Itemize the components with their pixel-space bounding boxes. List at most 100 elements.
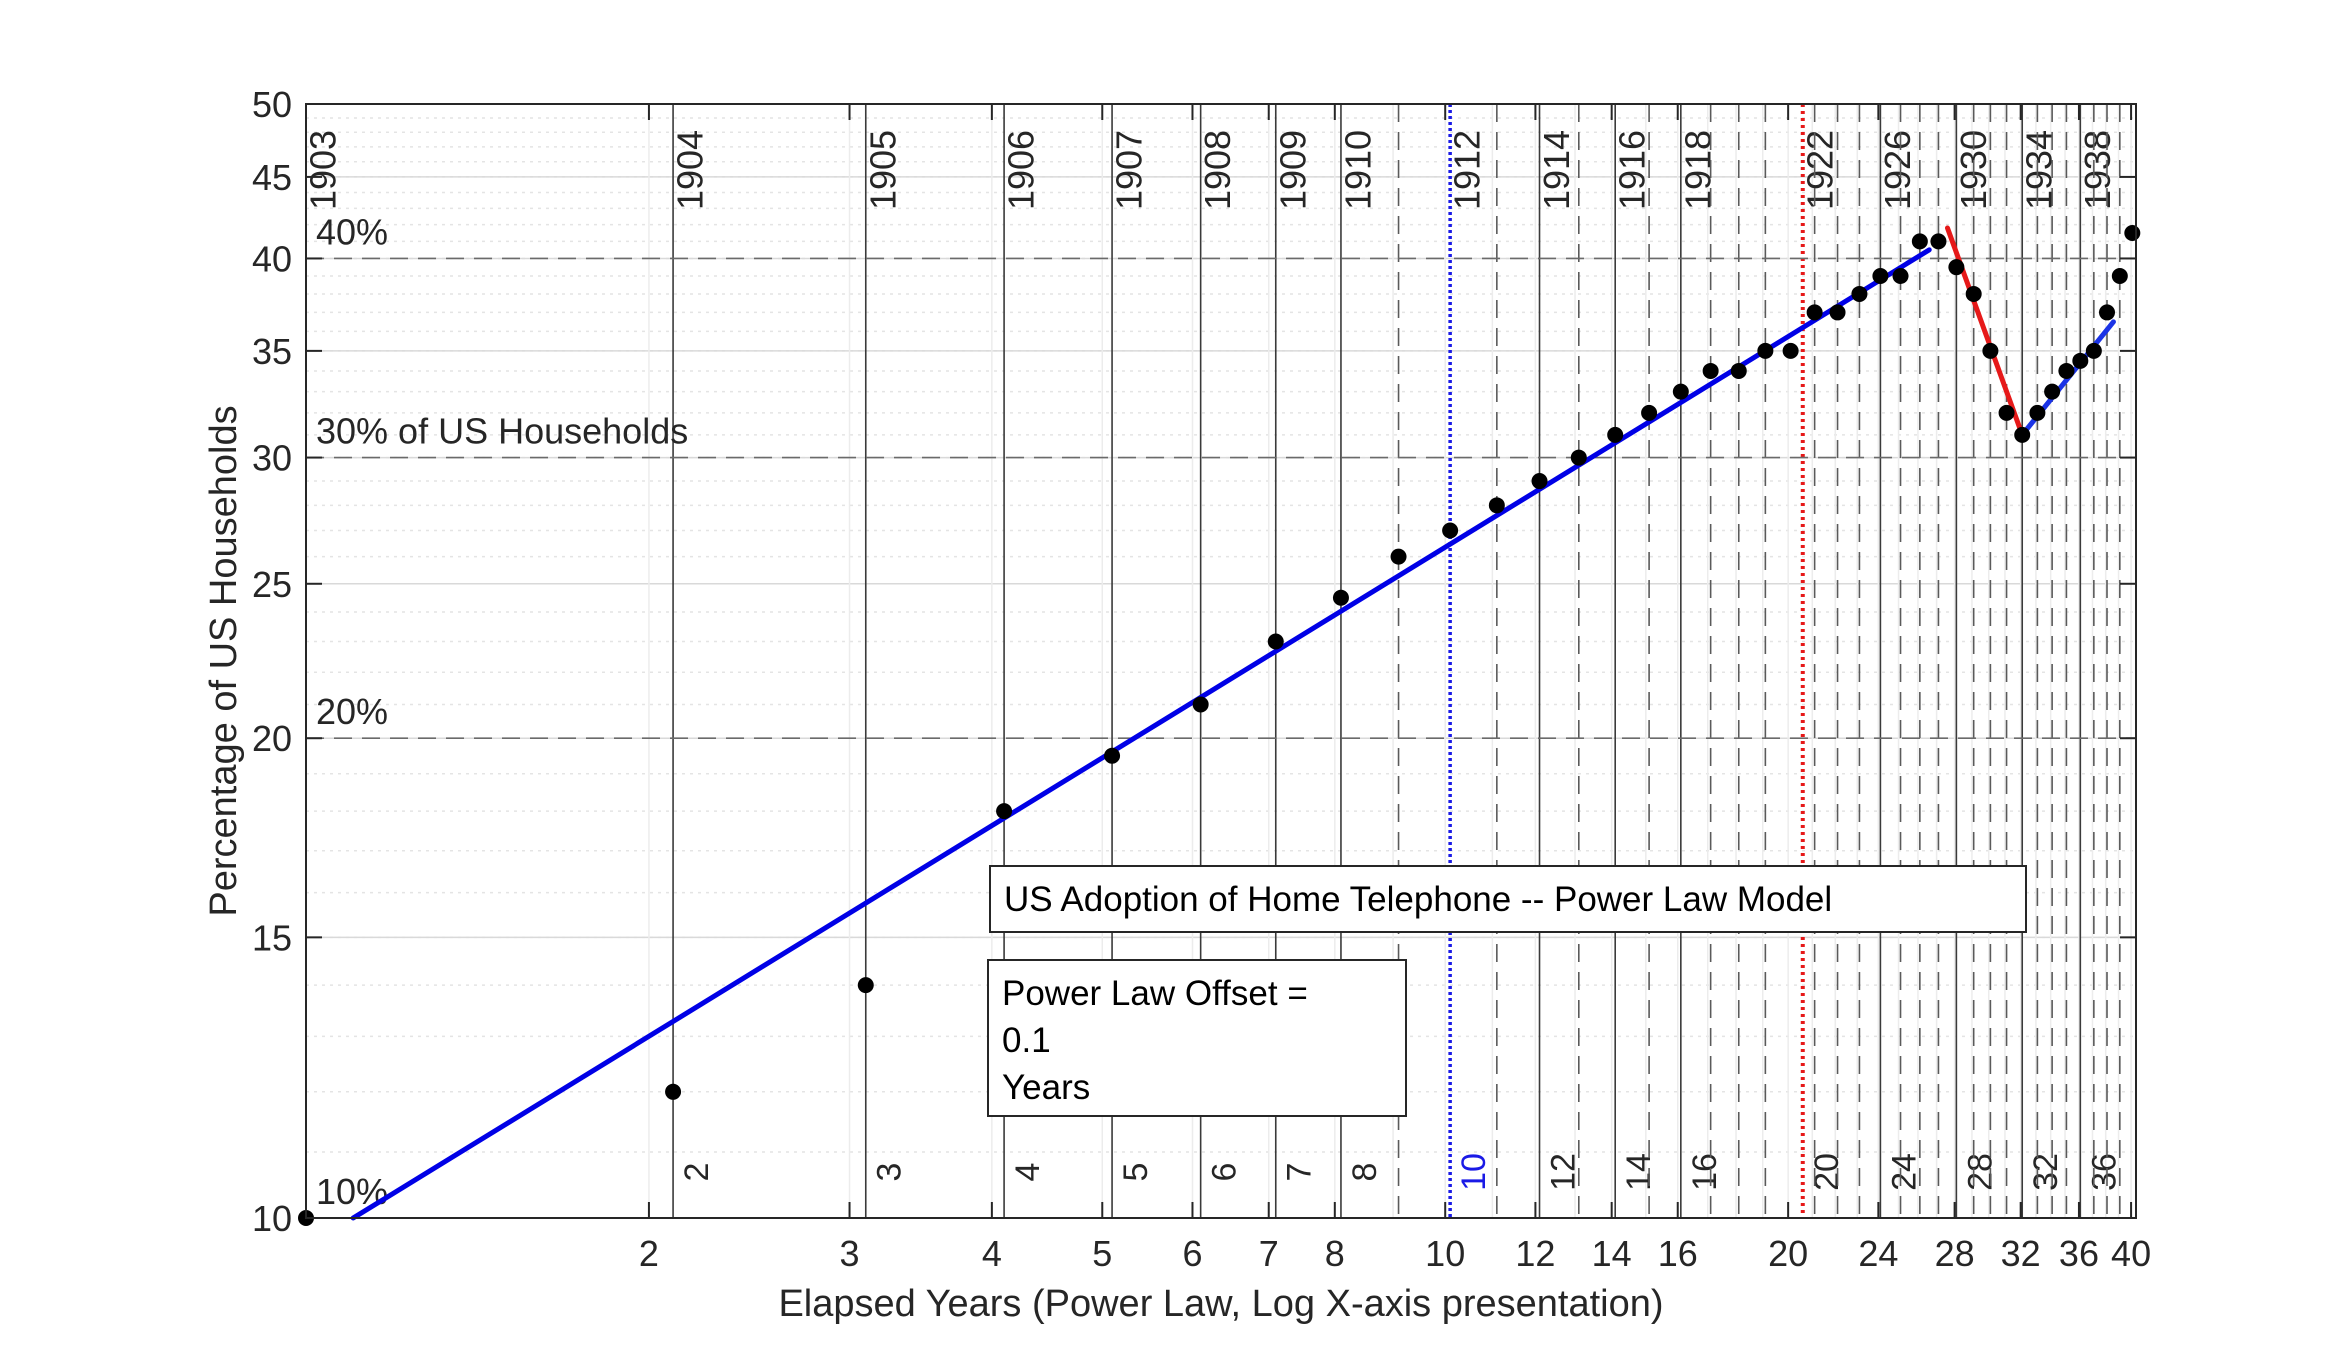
x-tick-label: 32 [2001,1233,2041,1274]
elapsed-year-label: 4 [1009,1163,1047,1182]
elapsed-year-label: 28 [1961,1153,1999,1191]
year-label: 1916 [1612,130,1653,210]
data-point [1607,426,1624,443]
year-label: 1914 [1536,130,1577,210]
year-label: 1903 [303,130,344,210]
x-tick-label: 12 [1515,1233,1555,1274]
offset-line-2: 0.1 [1002,1021,1051,1060]
x-tick-label: 7 [1259,1233,1279,1274]
data-point [1672,383,1689,400]
elapsed-year-label: 32 [2027,1153,2065,1191]
data-point [2111,267,2128,284]
year-label: 1906 [1001,130,1042,210]
y-axis-label: Percentage of US Households [203,405,245,916]
y-tick-label: 45 [252,157,292,198]
axis-ticks: 2 3 4 5 6 7 8 10 12 14 16 20 24 28 32 36 401015202530354… [252,84,2151,1274]
year-label: 1912 [1447,130,1488,210]
offset-line-1: Power Law Offset = [1002,974,1308,1013]
data-point [1851,285,1868,302]
data-point [1757,342,1774,359]
year-lines: 1903 1904 2 1905 3 1906 4 1907 5 1908 6 1909 7 1910 8 1… [303,104,2123,1218]
year-label: 1905 [862,130,903,210]
elapsed-year-label: 24 [1885,1153,1923,1191]
x-tick-label: 36 [2059,1233,2099,1274]
elapsed-year-label: 8 [1346,1163,1384,1182]
reference-label: 30% of US Households [316,411,688,452]
data-point [1730,362,1747,379]
y-tick-label: 30 [252,438,292,479]
data-point [1948,259,1965,276]
data-point [2072,352,2089,369]
data-point [1442,522,1459,539]
data-point [1641,404,1658,421]
year-label: 1910 [1337,130,1378,210]
year-label: 1934 [2019,130,2060,210]
data-point [2044,383,2061,400]
data-point [1570,449,1587,466]
data-point [1911,233,1928,250]
year-label: 1918 [1677,130,1718,210]
y-tick-label: 25 [252,564,292,605]
data-point [1930,233,1947,250]
x-tick-label: 16 [1658,1233,1698,1274]
reference-label: 20% [316,691,388,732]
year-label: 1909 [1272,130,1313,210]
data-point [1332,589,1349,606]
x-tick-label: 14 [1592,1233,1632,1274]
data-point [1965,285,1982,302]
data-point [1104,747,1121,764]
y-tick-label: 50 [252,84,292,125]
data-point [2085,342,2102,359]
y-tick-label: 20 [252,718,292,759]
data-point [1782,342,1799,359]
x-tick-label: 40 [2111,1233,2151,1274]
data-point [2014,426,2031,443]
reference-label: 40% [316,211,388,252]
fit-line-blue [350,247,1932,1221]
data-point [996,803,1013,820]
data-point [2124,224,2141,241]
data-point [1267,633,1284,650]
elapsed-year-label: 14 [1620,1153,1658,1191]
elapsed-year-label: 7 [1281,1163,1319,1182]
elapsed-year-label: 16 [1686,1153,1724,1191]
data-point [2099,304,2115,321]
data-point [1488,497,1505,514]
y-tick-label: 40 [252,238,292,279]
annotation-title-box: US Adoption of Home Telephone -- Power L… [989,865,2027,933]
x-axis-label: Elapsed Years (Power Law, Log X-axis pre… [778,1283,1663,1325]
data-point [857,977,874,994]
x-tick-label: 20 [1768,1233,1808,1274]
annotation-title: US Adoption of Home Telephone -- Power L… [1004,880,1832,919]
annotation-offset-box: Power Law Offset = 0.1 Years [987,959,1407,1117]
x-tick-label: 10 [1425,1233,1465,1274]
data-point [1390,548,1407,565]
elapsed-year-label: 10 [1455,1153,1493,1191]
plot-frame [305,103,2137,1219]
elapsed-year-label: 5 [1117,1163,1155,1182]
data-point [1531,473,1548,490]
data-point [2029,404,2046,421]
data-point [1806,304,1823,321]
x-tick-label: 28 [1935,1233,1975,1274]
year-label: 1908 [1197,130,1238,210]
data-point [1872,267,1889,284]
year-label: 1904 [670,130,711,210]
x-tick-label: 5 [1092,1233,1112,1274]
x-tick-label: 8 [1325,1233,1345,1274]
year-label: 1922 [1799,130,1840,210]
data-point [1829,304,1846,321]
y-tick-label: 35 [252,331,292,372]
year-label: 1938 [2077,130,2118,210]
year-label: 1907 [1109,130,1150,210]
data-point [1192,696,1209,713]
x-tick-label: 4 [982,1233,1002,1274]
elapsed-year-label: 36 [2085,1153,2123,1191]
data-point [665,1083,682,1100]
data-point [1982,342,1999,359]
elapsed-year-label: 2 [678,1163,716,1182]
year-label: 1926 [1877,130,1918,210]
x-tick-label: 3 [840,1233,860,1274]
